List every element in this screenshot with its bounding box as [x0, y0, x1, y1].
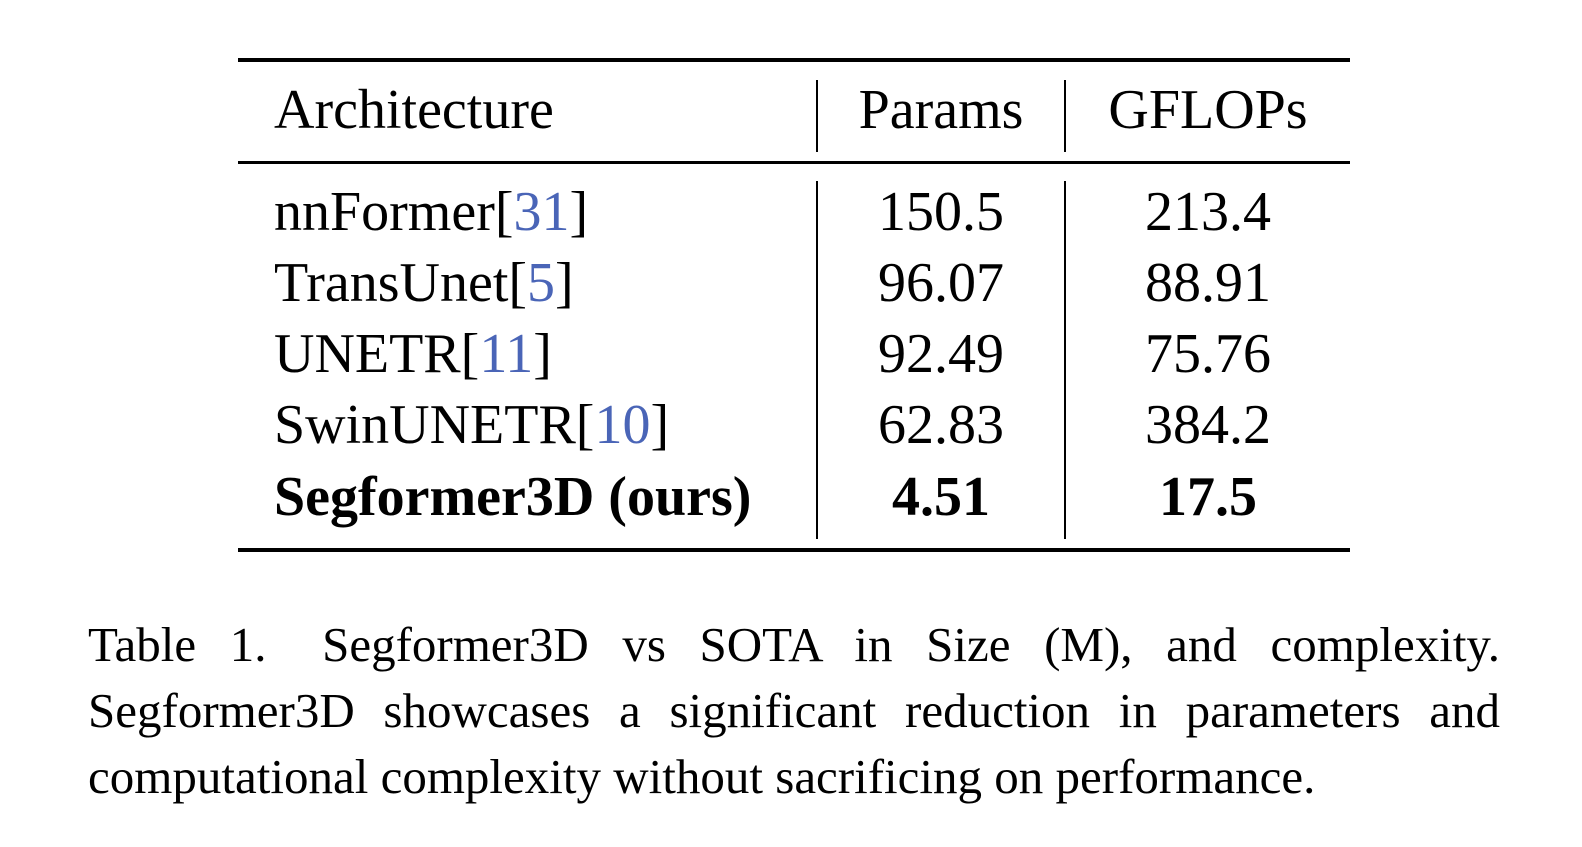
params-value-ours: 4.51	[892, 466, 990, 528]
citation-link[interactable]: 10	[594, 394, 651, 456]
table-row-name: TransUnet[5]	[274, 252, 574, 314]
params-value: 96.07	[878, 252, 1004, 314]
caption-line-1: Table 1. Segformer3D vs SOTA in Size (M)…	[88, 612, 1500, 678]
citation-link[interactable]: 5	[527, 252, 556, 314]
gflops-value: 75.76	[1145, 323, 1271, 385]
params-value: 150.5	[878, 181, 1004, 243]
header-separator-1	[816, 80, 818, 152]
caption-line-3: computational complexity without sacrifi…	[88, 749, 1316, 804]
table-row-name: SwinUNETR[10]	[274, 394, 670, 456]
caption-line-2: Segformer3D showcases a significant redu…	[88, 683, 1500, 738]
header-architecture: Architecture	[274, 79, 554, 141]
architecture-name: UNETR	[274, 323, 461, 385]
table-row-name: UNETR[11]	[274, 323, 552, 385]
table-row-name: nnFormer[31]	[274, 181, 589, 243]
body-separator-2	[1064, 181, 1066, 539]
header-gflops: GFLOPs	[1108, 79, 1308, 141]
table-header-rule	[238, 161, 1350, 164]
body-separator-1	[816, 181, 818, 539]
table-caption: Table 1. Segformer3D vs SOTA in Size (M)…	[88, 612, 1500, 810]
params-value: 92.49	[878, 323, 1004, 385]
architecture-name: SwinUNETR	[274, 394, 576, 456]
caption-label: Table 1.	[88, 617, 267, 672]
header-params: Params	[858, 79, 1024, 141]
citation-link[interactable]: 31	[513, 181, 570, 243]
params-value: 62.83	[878, 394, 1004, 456]
architecture-name: TransUnet	[274, 252, 509, 314]
table-row-name-ours: Segformer3D (ours)	[274, 466, 752, 528]
gflops-value: 213.4	[1145, 181, 1271, 243]
architecture-name: nnFormer	[274, 181, 495, 243]
caption-line-1-text: Segformer3D vs SOTA in Size (M), and com…	[322, 617, 1501, 672]
table-bottom-rule	[238, 548, 1350, 552]
gflops-value: 384.2	[1145, 394, 1271, 456]
header-separator-2	[1064, 80, 1066, 152]
citation-link[interactable]: 11	[479, 323, 534, 385]
table-top-rule	[238, 58, 1350, 62]
gflops-value-ours: 17.5	[1159, 466, 1257, 528]
gflops-value: 88.91	[1145, 252, 1271, 314]
